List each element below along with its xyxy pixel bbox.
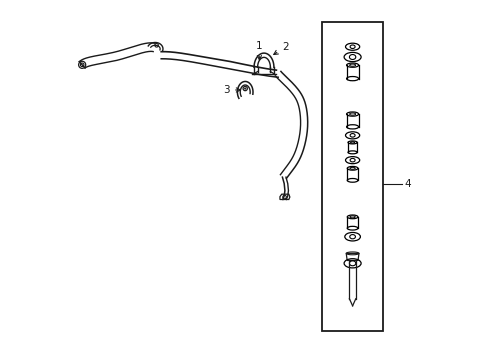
Text: 4: 4 [404, 179, 410, 189]
Circle shape [244, 88, 245, 89]
Text: 2: 2 [273, 42, 288, 54]
Bar [322, 22, 382, 330]
Text: 1: 1 [256, 41, 262, 60]
Text: 3: 3 [223, 85, 240, 95]
